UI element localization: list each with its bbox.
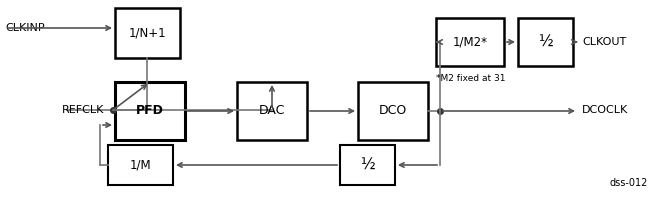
Text: 1/M: 1/M	[130, 158, 152, 172]
Text: ½: ½	[538, 34, 553, 50]
Text: CLKINP: CLKINP	[5, 23, 44, 33]
Text: 1/N+1: 1/N+1	[128, 26, 166, 39]
Text: REFCLK: REFCLK	[62, 105, 105, 115]
Text: ½: ½	[360, 157, 375, 173]
Text: *M2 fixed at 31: *M2 fixed at 31	[436, 74, 506, 83]
Text: CLKOUT: CLKOUT	[582, 37, 626, 47]
Text: DAC: DAC	[259, 104, 285, 117]
Bar	[115, 8, 180, 58]
Text: dss-012: dss-012	[610, 178, 648, 188]
Bar	[237, 82, 307, 140]
Text: DCOCLK: DCOCLK	[582, 105, 628, 115]
Bar	[518, 18, 573, 66]
Text: PFD: PFD	[136, 104, 164, 117]
Bar	[340, 145, 395, 185]
Bar	[115, 82, 185, 140]
Text: 1/M2*: 1/M2*	[453, 35, 487, 49]
Bar	[436, 18, 504, 66]
Bar	[358, 82, 428, 140]
Text: DCO: DCO	[379, 104, 407, 117]
Bar	[108, 145, 173, 185]
